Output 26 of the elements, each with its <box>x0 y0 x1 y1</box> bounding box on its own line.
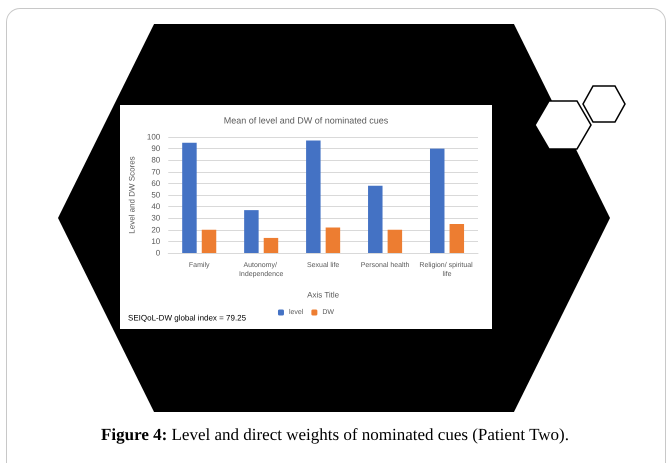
text: SEIQoL-DW global index = 79.25 <box>128 314 247 322</box>
y-tick-label: 100 <box>146 132 161 142</box>
y-tick-label: 80 <box>151 156 161 165</box>
x-axis-title: Axis Title <box>307 290 340 300</box>
bar <box>202 230 216 253</box>
bar <box>264 238 278 253</box>
bar <box>244 210 259 253</box>
chart-title: Mean of level and DW of nominated cues <box>224 116 389 126</box>
bar <box>182 142 197 253</box>
bar <box>450 224 464 253</box>
bar <box>368 186 383 253</box>
y-axis-title: Level and DW Scores <box>128 156 136 234</box>
bar <box>430 148 444 253</box>
y-tick-label: 70 <box>151 167 161 176</box>
caption: Figure 4: Level and direct weights of nominated cues (Patient Two). <box>100 425 570 445</box>
bar <box>306 140 321 253</box>
y-tick-label: 90 <box>151 144 161 154</box>
bar <box>388 230 402 253</box>
y-tick-label: 0 <box>156 248 161 258</box>
y-tick-label: 20 <box>151 225 161 234</box>
bar <box>326 227 340 253</box>
y-tick-label: 60 <box>151 178 161 188</box>
y-tick-label: 40 <box>151 202 161 212</box>
y-tick-label: 10 <box>151 236 161 246</box>
y-tick-label: 50 <box>151 190 161 200</box>
y-tick-label: 30 <box>151 214 161 223</box>
